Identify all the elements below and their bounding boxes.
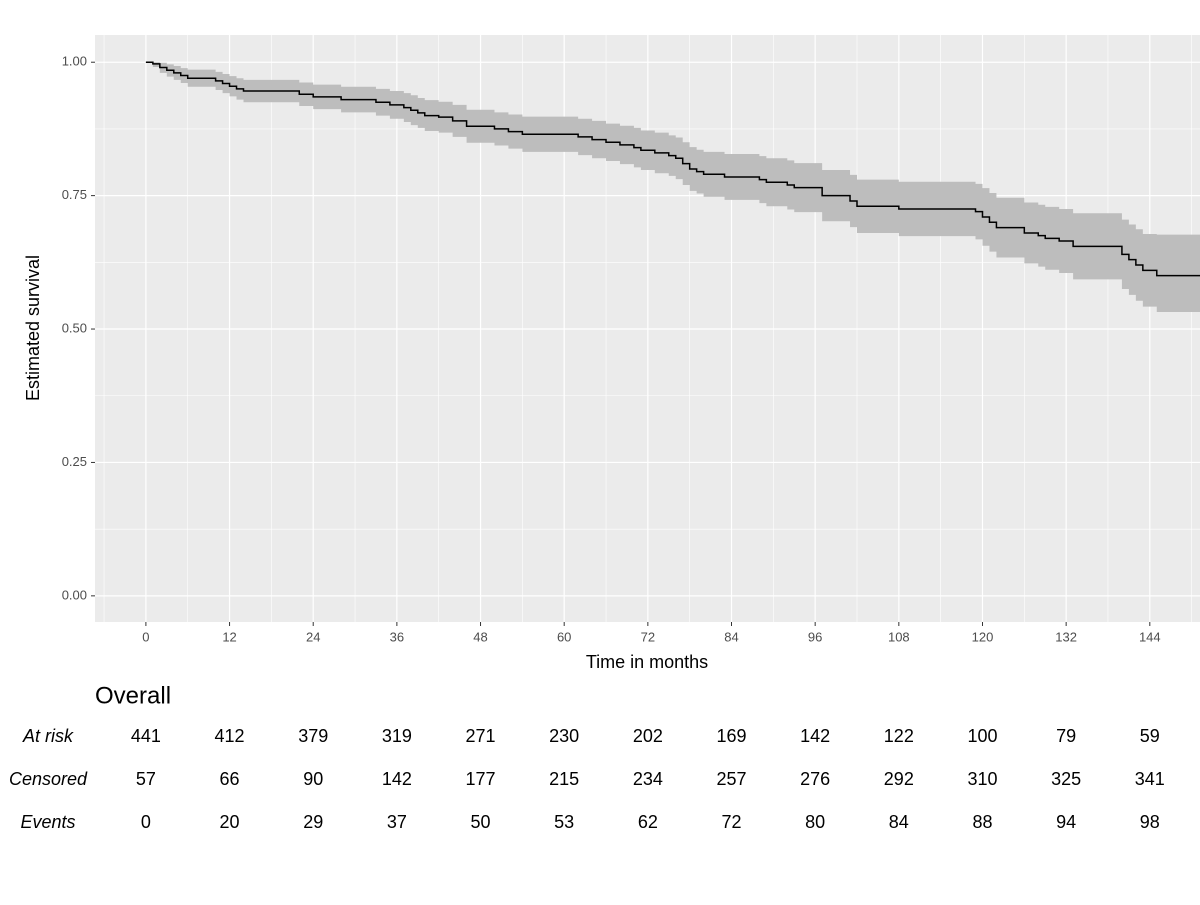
risk-value: 80 bbox=[805, 812, 825, 832]
risk-value: 276 bbox=[800, 769, 830, 789]
y-tick-label: 0.25 bbox=[62, 454, 87, 469]
risk-value: 271 bbox=[466, 726, 496, 746]
x-tick-label: 108 bbox=[888, 629, 910, 644]
risk-value: 20 bbox=[220, 812, 240, 832]
risk-value: 66 bbox=[220, 769, 240, 789]
risk-value: 234 bbox=[633, 769, 663, 789]
x-tick-label: 48 bbox=[473, 629, 487, 644]
risk-value: 292 bbox=[884, 769, 914, 789]
risk-value: 62 bbox=[638, 812, 658, 832]
x-tick-label: 144 bbox=[1139, 629, 1161, 644]
x-tick-label: 132 bbox=[1055, 629, 1077, 644]
risk-value: 59 bbox=[1140, 726, 1160, 746]
risk-row-label: At risk bbox=[22, 726, 74, 746]
risk-value: 0 bbox=[141, 812, 151, 832]
risk-value: 98 bbox=[1140, 812, 1160, 832]
y-axis-title: Estimated survival bbox=[23, 255, 43, 401]
risk-value: 94 bbox=[1056, 812, 1076, 832]
risk-value: 412 bbox=[215, 726, 245, 746]
x-tick-label: 84 bbox=[724, 629, 738, 644]
risk-value: 169 bbox=[716, 726, 746, 746]
risk-value: 50 bbox=[471, 812, 491, 832]
risk-value: 142 bbox=[800, 726, 830, 746]
risk-value: 177 bbox=[466, 769, 496, 789]
risk-value: 319 bbox=[382, 726, 412, 746]
risk-row-label: Events bbox=[20, 812, 75, 832]
x-tick-label: 24 bbox=[306, 629, 320, 644]
risk-value: 441 bbox=[131, 726, 161, 746]
risk-value: 88 bbox=[972, 812, 992, 832]
risk-value: 325 bbox=[1051, 769, 1081, 789]
risk-value: 90 bbox=[303, 769, 323, 789]
survival-curve bbox=[145, 61, 1200, 277]
risk-value: 310 bbox=[967, 769, 997, 789]
risk-row-label: Censored bbox=[9, 769, 88, 789]
x-tick-label: 12 bbox=[222, 629, 236, 644]
y-tick-label: 0.00 bbox=[62, 587, 87, 602]
x-axis-title: Time in months bbox=[586, 652, 708, 672]
risk-value: 215 bbox=[549, 769, 579, 789]
y-tick-label: 0.75 bbox=[62, 187, 87, 202]
risk-value: 29 bbox=[303, 812, 323, 832]
x-tick-label: 120 bbox=[972, 629, 994, 644]
x-tick-label: 72 bbox=[641, 629, 655, 644]
risk-value: 53 bbox=[554, 812, 574, 832]
confidence-band bbox=[145, 62, 1200, 312]
risk-value: 72 bbox=[721, 812, 741, 832]
risk-value: 57 bbox=[136, 769, 156, 789]
x-tick-label: 60 bbox=[557, 629, 571, 644]
risk-value: 341 bbox=[1135, 769, 1165, 789]
x-tick-label: 36 bbox=[390, 629, 404, 644]
risk-value: 100 bbox=[967, 726, 997, 746]
y-tick-label: 1.00 bbox=[62, 54, 87, 69]
risk-value: 84 bbox=[889, 812, 909, 832]
x-tick-label: 96 bbox=[808, 629, 822, 644]
x-tick-label: 0 bbox=[142, 629, 149, 644]
y-tick-label: 0.50 bbox=[62, 320, 87, 335]
risk-value: 202 bbox=[633, 726, 663, 746]
risk-value: 379 bbox=[298, 726, 328, 746]
risk-table-title: Overall bbox=[95, 682, 171, 709]
risk-value: 257 bbox=[716, 769, 746, 789]
risk-value: 122 bbox=[884, 726, 914, 746]
risk-value: 142 bbox=[382, 769, 412, 789]
risk-value: 79 bbox=[1056, 726, 1076, 746]
risk-value: 230 bbox=[549, 726, 579, 746]
risk-value: 37 bbox=[387, 812, 407, 832]
